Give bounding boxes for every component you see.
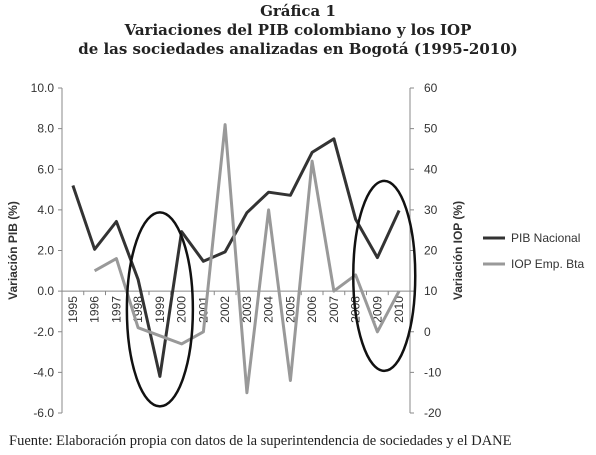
right-tick-label: 20 [424,244,438,258]
x-tick-label: 2009 [370,296,384,323]
x-tick-label: 1996 [88,296,102,323]
x-tick-label: 2006 [305,296,319,323]
figure-title-line1: Variaciones del PIB colombiano y los IOP [124,21,472,39]
left-tick-label: 0.0 [37,284,54,298]
left-tick-label: 10.0 [31,81,55,95]
x-tick-label: 2002 [218,296,232,323]
left-tick-label: 6.0 [37,162,54,176]
annotation-ellipse-2 [352,179,417,373]
x-tick-label: 2004 [262,296,276,323]
left-axis-title: Variación PIB (%) [6,201,20,300]
x-tick-label: 1995 [66,296,80,323]
x-tick-label: 1997 [109,296,123,323]
x-tick-label: 2007 [327,296,341,323]
x-tick-label: 2003 [240,296,254,323]
line-chart: 10.0 8.0 6.0 4.0 2.0 0.0 -2.0 -4.0 -6.0 60 50 40 30 2… [6,81,584,420]
legend-label: PIB Nacional [511,231,580,245]
figure-label: Gráfica 1 [260,2,336,20]
right-tick-label: -10 [424,365,442,379]
annotation-ellipse-1 [125,211,195,408]
left-tick-label: 4.0 [37,203,54,217]
source-note: Fuente: Elaboración propia con datos de … [9,433,512,449]
x-tick-label: 2000 [175,296,189,323]
left-tick-label: 8.0 [37,122,54,136]
right-tick-label: 10 [424,284,438,298]
right-tick-label: 0 [424,325,431,339]
right-tick-label: 60 [424,81,438,95]
series-line-pib [71,137,401,378]
series-line-iop [93,123,401,395]
x-tick-label: 1999 [153,296,167,323]
x-tick-label: 2010 [392,296,406,323]
left-tick-label: 2.0 [37,244,54,258]
left-tick-label: -6.0 [33,406,54,420]
chart-title-block: Gráfica 1 Variaciones del PIB colombiano… [0,2,596,59]
legend-label: IOP Emp. Bta [511,257,584,271]
left-tick-label: -2.0 [33,325,54,339]
figure-title-line2: de las sociedades analizadas en Bogotá (… [78,40,518,58]
left-tick-label: -4.0 [33,365,54,379]
right-tick-label: 30 [424,203,438,217]
right-axis-title: Variación IOP (%) [451,201,465,300]
right-tick-label: 40 [424,162,438,176]
right-tick-label: -20 [424,406,442,420]
right-tick-label: 50 [424,122,438,136]
x-tick-label: 2005 [283,296,297,323]
